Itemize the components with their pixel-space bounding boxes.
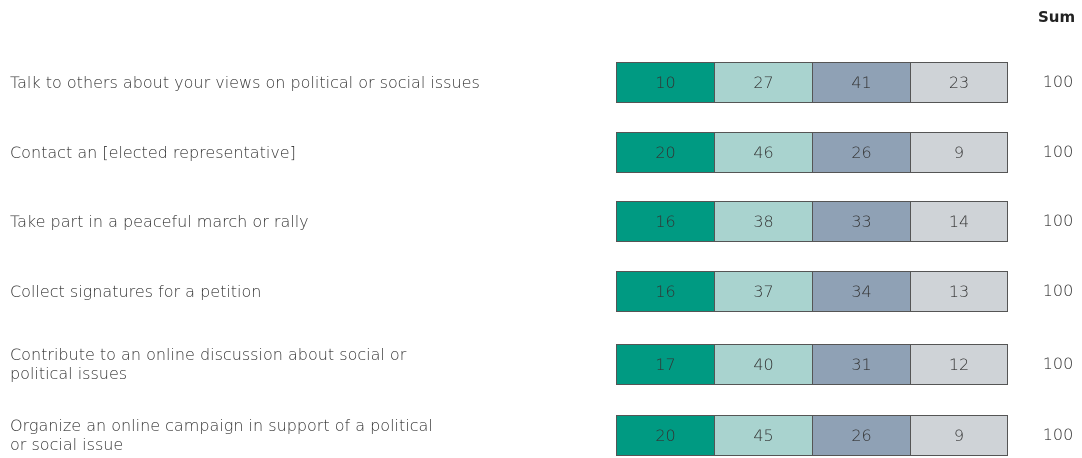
row-sum-value: 100 bbox=[1042, 211, 1074, 230]
row-label: Talk to others about your views on polit… bbox=[10, 72, 480, 92]
bar-segment: 33 bbox=[812, 200, 911, 242]
bar-segment: 46 bbox=[714, 131, 813, 173]
data-label: 27 bbox=[753, 72, 774, 92]
bar-segment: 23 bbox=[910, 61, 1008, 103]
bar-segment: 12 bbox=[910, 343, 1008, 385]
row-sum-value: 100 bbox=[1042, 281, 1074, 300]
data-label: 17 bbox=[655, 354, 676, 374]
bar-segment: 41 bbox=[812, 61, 911, 103]
data-label: 12 bbox=[948, 354, 970, 374]
bar-segment: 26 bbox=[812, 414, 911, 456]
bar-segment: 17 bbox=[616, 343, 715, 385]
data-label: 9 bbox=[953, 142, 965, 162]
bar-segment: 45 bbox=[714, 414, 813, 456]
data-label: 16 bbox=[655, 211, 676, 231]
data-label: 9 bbox=[953, 425, 965, 445]
bar-segment: 9 bbox=[910, 414, 1008, 456]
data-label: 40 bbox=[753, 354, 774, 374]
bar-segment: 9 bbox=[910, 131, 1008, 173]
row-sum-value: 100 bbox=[1042, 425, 1074, 444]
row-sum-value: 100 bbox=[1042, 72, 1074, 91]
row-label: Contribute to an online discussion about… bbox=[10, 345, 407, 383]
row-label: Organize an online campaign in support o… bbox=[10, 416, 433, 454]
bar-segment: 31 bbox=[812, 343, 911, 385]
bar-segment: 16 bbox=[616, 200, 715, 242]
data-label: 20 bbox=[655, 425, 676, 445]
data-label: 23 bbox=[948, 72, 970, 92]
data-label: 41 bbox=[851, 72, 872, 92]
data-label: 20 bbox=[655, 142, 676, 162]
data-label: 13 bbox=[948, 281, 970, 301]
bar-segment: 27 bbox=[714, 61, 813, 103]
row-sum-value: 100 bbox=[1042, 142, 1074, 161]
data-label: 45 bbox=[753, 425, 774, 445]
bar-segment: 14 bbox=[910, 200, 1008, 242]
bar-segment: 20 bbox=[616, 414, 715, 456]
bar-segment: 26 bbox=[812, 131, 911, 173]
bar-segment: 38 bbox=[714, 200, 813, 242]
data-label: 37 bbox=[753, 281, 774, 301]
data-label: 26 bbox=[851, 142, 872, 162]
bar-segment: 20 bbox=[616, 131, 715, 173]
data-label: 16 bbox=[655, 281, 676, 301]
data-label: 31 bbox=[851, 354, 872, 374]
bar-segment: 16 bbox=[616, 270, 715, 312]
bar-segment: 10 bbox=[616, 61, 715, 103]
bar-segment: 40 bbox=[714, 343, 813, 385]
data-label: 14 bbox=[948, 211, 970, 231]
bar-segment: 37 bbox=[714, 270, 813, 312]
data-label: 38 bbox=[753, 211, 774, 231]
row-label: Take part in a peaceful march or rally bbox=[10, 211, 309, 231]
bar-segment: 34 bbox=[812, 270, 911, 312]
data-label: 33 bbox=[851, 211, 872, 231]
data-label: 26 bbox=[851, 425, 872, 445]
data-label: 10 bbox=[655, 72, 676, 92]
bar-segment: 13 bbox=[910, 270, 1008, 312]
sum-column-header: Sum bbox=[1038, 8, 1076, 26]
row-sum-value: 100 bbox=[1042, 354, 1074, 373]
data-label: 46 bbox=[753, 142, 774, 162]
row-label: Contact an [elected representative] bbox=[10, 142, 296, 162]
data-label: 34 bbox=[851, 281, 872, 301]
row-label: Collect signatures for a petition bbox=[10, 281, 262, 301]
